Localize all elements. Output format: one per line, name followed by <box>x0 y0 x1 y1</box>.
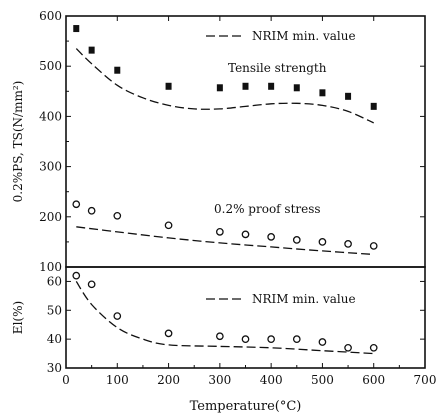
y-axis-title-top-panel: 0.2%PS, TS(N/mm²) <box>11 81 25 203</box>
top-circle-point <box>267 233 275 241</box>
bottom-circle-point <box>369 343 378 352</box>
top-ts-point <box>293 84 300 92</box>
x-tick-label: 600 <box>362 373 385 387</box>
top-ts-point <box>345 92 352 100</box>
top-circle-point <box>164 221 173 230</box>
x-tick-label: 0 <box>62 373 70 387</box>
annotation-tensile-strength: Tensile strength <box>228 61 327 75</box>
top-ts-point <box>319 89 326 97</box>
top-ts-point <box>88 46 95 54</box>
top-ts-point <box>114 66 121 74</box>
y-tick-label-top-panel: 400 <box>39 109 62 123</box>
x-tick-label: 100 <box>106 373 129 387</box>
annotation-proof-stress: 0.2% proof stress <box>214 202 321 216</box>
bottom-circle-point <box>216 332 224 341</box>
top-circle-point <box>72 200 81 209</box>
y-tick-label-top-panel: 300 <box>39 160 62 174</box>
x-tick-label: 500 <box>311 373 334 387</box>
legend-top-label: NRIM min. value <box>252 29 356 43</box>
bottom-circle-point <box>164 329 173 338</box>
top-circle-point <box>292 236 301 244</box>
top-ts-point <box>370 102 377 110</box>
bottom-circle-point <box>113 312 122 320</box>
top-circle-point <box>318 238 327 246</box>
bottom-circle-point <box>87 280 96 289</box>
y-tick-label-bottom-panel: 50 <box>47 303 62 317</box>
y-tick-label-top-panel: 200 <box>39 210 62 224</box>
bottom-circle-point <box>292 335 301 343</box>
bottom-nrim-min-line <box>75 281 374 355</box>
legend-bottom-label: NRIM min. value <box>252 292 356 306</box>
x-tick-label: 200 <box>157 373 180 387</box>
top-ts-point <box>242 82 249 90</box>
y-tick-label-top-panel: 500 <box>39 59 62 73</box>
chart-layer: 0 100 200 300 400 500 600 700100200300400500600… <box>11 9 436 414</box>
top-ts-point <box>268 82 275 90</box>
top-plot-frame <box>65 15 426 268</box>
y-tick-label-bottom-panel: 30 <box>47 361 62 375</box>
bottom-circle-point <box>344 343 352 352</box>
bottom-circle-point <box>241 335 250 343</box>
x-tick-label: 700 <box>414 373 437 387</box>
x-axis-title: Temperature(°C) <box>190 399 302 414</box>
y-axis-title-bottom-panel: El(%) <box>11 301 25 334</box>
top-circle-point <box>344 240 352 248</box>
y-tick-label-top-panel: 100 <box>39 260 62 274</box>
top-circle-point <box>87 206 96 215</box>
y-tick-label-top-panel: 600 <box>39 9 62 23</box>
y-tick-label-bottom-panel: 60 <box>47 274 62 288</box>
top-circle-point <box>369 242 378 250</box>
top-circle-point <box>113 211 122 220</box>
x-tick-label: 300 <box>208 373 231 387</box>
top-ts-point <box>216 84 223 92</box>
x-tick-label: 400 <box>260 373 283 387</box>
top-circle-point <box>216 228 224 236</box>
bottom-circle-point <box>267 335 275 343</box>
bottom-circle-point <box>72 271 81 280</box>
top-ts-point <box>73 25 80 33</box>
top-circle-point <box>241 230 250 239</box>
top-ts-point <box>165 82 172 90</box>
y-tick-label-bottom-panel: 40 <box>47 332 62 346</box>
top-nrim-min-line <box>76 226 374 256</box>
top-nrim-min-line <box>75 48 374 124</box>
bottom-circle-point <box>318 338 327 346</box>
